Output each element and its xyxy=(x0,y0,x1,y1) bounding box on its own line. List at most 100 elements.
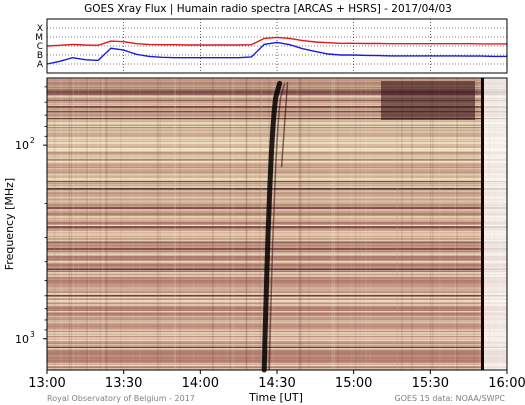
spectrogram-column xyxy=(365,78,367,370)
x-tick-label: 14:30 xyxy=(258,376,295,391)
spectrogram-band xyxy=(47,329,507,331)
spectrogram-column xyxy=(174,78,176,370)
spectrogram-band xyxy=(47,360,507,362)
spectrogram-band xyxy=(47,297,507,299)
spectrogram-band xyxy=(47,207,507,210)
spectrogram-column xyxy=(454,78,456,370)
data-gap-region xyxy=(481,78,507,370)
spectrogram-band xyxy=(47,272,507,274)
spectrogram-band xyxy=(47,257,507,259)
spectrogram-band xyxy=(47,252,507,254)
spectrogram-column xyxy=(132,78,134,370)
spectrogram-column xyxy=(401,78,403,370)
spectrogram-band xyxy=(47,172,507,174)
spectrogram-column xyxy=(300,78,303,370)
spectrogram-band xyxy=(47,117,507,119)
y-tick-label-exponent: 3 xyxy=(30,330,35,339)
spectrogram-column xyxy=(439,78,441,370)
spectrogram-column xyxy=(432,78,434,370)
credit-right: GOES 15 data: NOAA/SWPC xyxy=(394,394,505,403)
spectrogram-band xyxy=(47,243,507,245)
spectrogram-column xyxy=(226,78,228,370)
spectrogram-column xyxy=(211,78,214,370)
spectrogram-column xyxy=(331,78,334,370)
spectrogram-band xyxy=(47,226,507,229)
spectrogram-band xyxy=(47,282,507,284)
spectrogram-band xyxy=(47,199,507,201)
spectrogram-column xyxy=(101,78,104,370)
spectrogram-band xyxy=(47,111,507,113)
spectrogram-band xyxy=(47,280,507,283)
spectrogram-column xyxy=(308,78,310,370)
spectrogram-band xyxy=(47,351,507,353)
spectrogram-column xyxy=(103,78,105,370)
burst-high-branch xyxy=(280,81,289,168)
spectrogram-column xyxy=(229,78,231,370)
spectrogram-band xyxy=(47,231,507,233)
spectrogram-band xyxy=(47,348,507,350)
goes-grid xyxy=(47,19,507,73)
spectrogram-band xyxy=(47,300,507,303)
spectrogram-band xyxy=(47,293,507,295)
spectrogram-band xyxy=(47,175,507,177)
data-gap-fill xyxy=(484,78,507,370)
x-tick-label: 14:00 xyxy=(182,376,219,391)
spectrogram-band xyxy=(47,114,507,117)
data-gap-edge xyxy=(481,78,484,370)
spectrogram-band xyxy=(47,184,507,186)
chart-title: GOES Xray Flux | Humain radio spectra [A… xyxy=(84,3,452,15)
spectrogram-band xyxy=(47,256,507,258)
spectrogram-band xyxy=(47,301,507,303)
spectrogram-column xyxy=(179,78,181,370)
spectrogram-band xyxy=(47,237,507,239)
spectrogram-column xyxy=(430,78,431,370)
spectrogram-band xyxy=(47,335,507,337)
spectrogram-column xyxy=(396,78,398,370)
credit-left: Royal Observatory of Belgium - 2017 xyxy=(47,394,195,403)
x-tick-label: 16:00 xyxy=(488,376,525,391)
spectrogram-band xyxy=(47,200,507,202)
spectrogram-band xyxy=(47,229,507,231)
spectrogram-band xyxy=(47,337,507,340)
y-tick-label-base: 10 xyxy=(15,139,29,152)
spectrogram-band xyxy=(47,325,507,327)
spectrogram-band xyxy=(47,248,507,250)
x-axis-label: Time [UT] xyxy=(248,391,303,404)
goes-long-series-line xyxy=(46,36,507,47)
spectrogram-band xyxy=(47,245,507,247)
spectrogram-band xyxy=(47,317,507,320)
spectrogram-band xyxy=(47,219,507,221)
spectrogram-column xyxy=(298,78,300,370)
spectrogram-band xyxy=(47,234,507,237)
spectrogram-band xyxy=(47,157,507,159)
spectrogram-band xyxy=(47,122,507,125)
x-tick-label: 13:00 xyxy=(28,376,65,391)
spectrogram-band xyxy=(47,316,507,318)
flare-class-label: M xyxy=(35,33,43,43)
spectrogram-column xyxy=(431,78,433,370)
spectrogram-column xyxy=(245,78,248,370)
spectrogram-column xyxy=(105,78,108,370)
spectrogram-column xyxy=(260,78,263,370)
spectrogram-column xyxy=(231,78,234,370)
spectrogram-band xyxy=(47,310,507,312)
spectrogram-band xyxy=(47,277,507,279)
burst-core xyxy=(261,80,283,373)
spectrogram-column xyxy=(86,78,88,370)
spectrogram-band xyxy=(47,261,507,263)
spectrogram-column xyxy=(296,78,299,370)
spectrogram-column xyxy=(350,78,352,370)
spectrogram-band xyxy=(47,79,507,81)
spectrogram-band xyxy=(47,161,507,163)
spectrogram-band xyxy=(47,82,507,84)
spectrogram-band xyxy=(47,288,507,290)
spectrogram-column xyxy=(396,78,399,370)
spectrogram-column xyxy=(333,78,336,370)
spectrogram-band xyxy=(47,195,507,197)
spectrogram-column xyxy=(192,78,195,370)
spectrogram-band xyxy=(47,357,507,359)
spectrogram-column xyxy=(86,78,88,370)
spectrogram-band xyxy=(47,183,507,186)
